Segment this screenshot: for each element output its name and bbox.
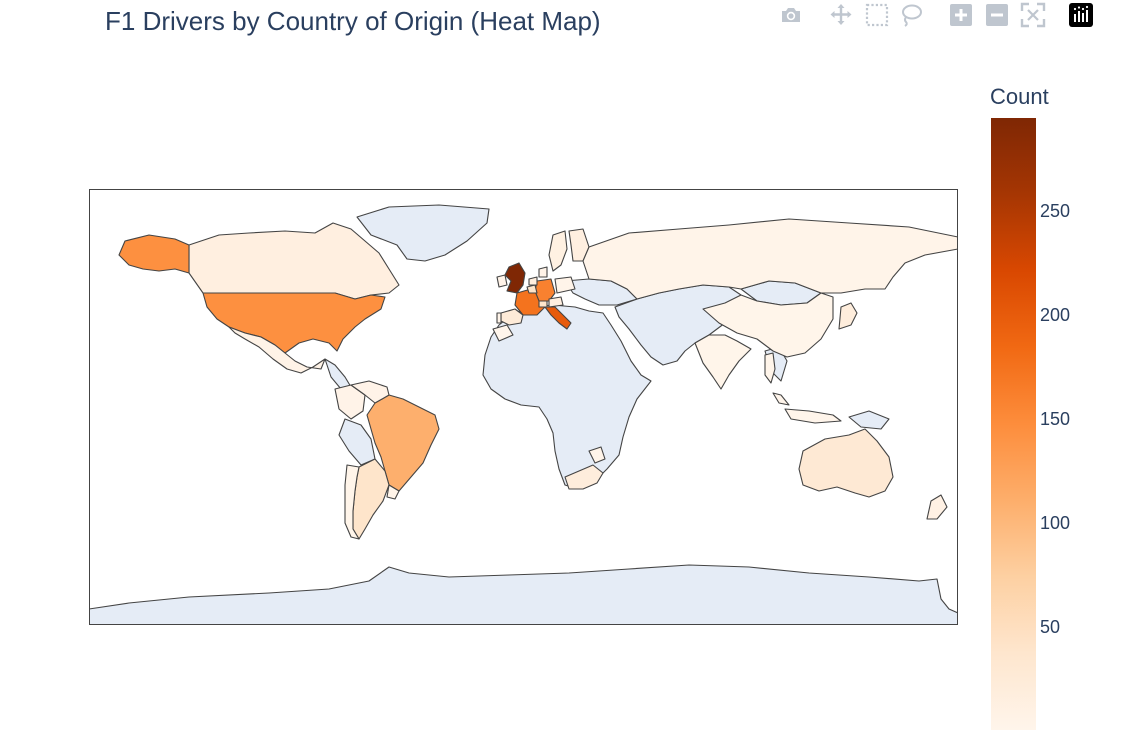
country-indonesia[interactable] xyxy=(784,408,842,424)
country-uruguay[interactable] xyxy=(386,484,400,500)
country-ireland[interactable] xyxy=(496,274,508,288)
country-netherlands[interactable] xyxy=(528,276,538,286)
country-venezuela[interactable] xyxy=(350,380,390,404)
camera-icon[interactable] xyxy=(778,2,804,28)
country-australia[interactable] xyxy=(798,428,894,498)
country-germany[interactable] xyxy=(534,278,556,302)
world-map[interactable] xyxy=(89,189,958,625)
country-japan[interactable] xyxy=(838,302,858,330)
plotly-logo-icon[interactable] xyxy=(1068,2,1094,28)
lasso-select-icon[interactable] xyxy=(898,2,924,28)
zoom-in-icon[interactable] xyxy=(948,2,974,28)
country-denmark[interactable] xyxy=(538,266,548,278)
pan-icon[interactable] xyxy=(828,2,854,28)
country-austria[interactable] xyxy=(548,296,564,308)
country-portugal[interactable] xyxy=(496,312,502,324)
colorbar-tick-50: 50 xyxy=(1040,617,1061,637)
country-india[interactable] xyxy=(694,334,752,390)
colorbar xyxy=(991,118,1036,730)
country-south-africa[interactable] xyxy=(564,464,604,490)
country-switzerland[interactable] xyxy=(538,300,548,308)
greenland xyxy=(356,204,490,262)
box-select-icon[interactable] xyxy=(864,2,890,28)
colorbar-tick-250: 250 xyxy=(1040,200,1071,221)
map-frame xyxy=(89,189,958,625)
colorbar-tick-100: 100 xyxy=(1040,512,1071,533)
zoom-out-icon[interactable] xyxy=(984,2,1010,28)
country-russia[interactable] xyxy=(582,218,958,300)
colorbar-tick-200: 200 xyxy=(1040,304,1071,325)
reset-view-icon[interactable] xyxy=(1020,2,1046,28)
country-poland[interactable] xyxy=(554,276,576,294)
country-china[interactable] xyxy=(702,292,834,358)
country-chile[interactable] xyxy=(344,464,360,540)
colorbar-tick-150: 150 xyxy=(1040,408,1071,429)
country-italy[interactable] xyxy=(544,306,572,330)
country-zimbabwe[interactable] xyxy=(588,446,606,464)
country-thailand[interactable] xyxy=(764,352,776,384)
country-new-zealand[interactable] xyxy=(926,494,948,520)
country-morocco[interactable] xyxy=(492,324,514,342)
antarctica xyxy=(89,564,958,625)
country-sweden[interactable] xyxy=(548,230,568,272)
modebar xyxy=(778,2,1098,28)
chart-title: F1 Drivers by Country of Origin (Heat Ma… xyxy=(105,6,601,36)
colorbar-title: Count xyxy=(990,84,1049,109)
country-malaysia[interactable] xyxy=(772,392,790,406)
country-brazil[interactable] xyxy=(366,394,440,492)
country-mexico[interactable] xyxy=(228,326,326,374)
country-alaska[interactable] xyxy=(118,234,190,274)
papua-region xyxy=(848,410,890,430)
country-belgium[interactable] xyxy=(526,284,538,294)
